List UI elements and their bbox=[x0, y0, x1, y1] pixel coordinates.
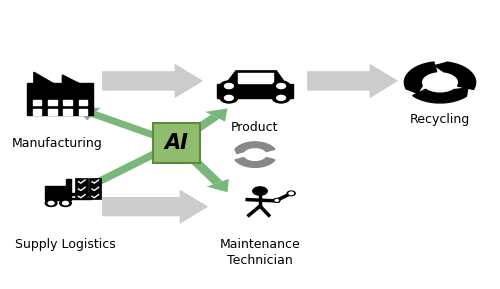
Polygon shape bbox=[176, 130, 199, 143]
Bar bbox=[78, 109, 87, 115]
Bar bbox=[76, 178, 88, 185]
Polygon shape bbox=[235, 158, 275, 167]
Bar bbox=[76, 192, 88, 199]
Circle shape bbox=[48, 201, 54, 205]
Polygon shape bbox=[266, 158, 275, 162]
Circle shape bbox=[60, 200, 72, 206]
Bar bbox=[217, 84, 293, 98]
Bar bbox=[27, 83, 93, 115]
Circle shape bbox=[272, 93, 290, 103]
Polygon shape bbox=[226, 71, 286, 84]
Polygon shape bbox=[175, 143, 197, 156]
Bar bbox=[48, 100, 56, 105]
Text: AI: AI bbox=[164, 133, 188, 153]
Text: Product: Product bbox=[231, 121, 279, 134]
Circle shape bbox=[289, 192, 294, 194]
Polygon shape bbox=[102, 190, 208, 223]
Polygon shape bbox=[182, 151, 222, 184]
Polygon shape bbox=[88, 148, 166, 188]
Bar bbox=[76, 185, 88, 192]
Polygon shape bbox=[34, 72, 55, 85]
Bar bbox=[89, 178, 101, 185]
Circle shape bbox=[287, 191, 295, 196]
Bar bbox=[48, 109, 56, 115]
Bar bbox=[78, 100, 87, 105]
Bar bbox=[64, 100, 72, 105]
Polygon shape bbox=[184, 115, 220, 137]
Polygon shape bbox=[454, 88, 468, 96]
Bar bbox=[66, 198, 91, 199]
Polygon shape bbox=[154, 143, 176, 156]
Circle shape bbox=[272, 81, 290, 91]
Circle shape bbox=[276, 84, 285, 88]
Text: Recycling: Recycling bbox=[410, 113, 470, 126]
Bar bbox=[66, 193, 91, 195]
Polygon shape bbox=[404, 62, 436, 89]
Bar bbox=[238, 73, 256, 83]
Bar bbox=[33, 109, 42, 115]
Polygon shape bbox=[62, 75, 82, 85]
Polygon shape bbox=[78, 179, 100, 192]
Bar bbox=[256, 73, 274, 83]
Circle shape bbox=[224, 84, 234, 88]
Polygon shape bbox=[154, 131, 176, 144]
Circle shape bbox=[220, 93, 238, 103]
Bar bbox=[66, 179, 71, 200]
Bar bbox=[33, 100, 42, 105]
Polygon shape bbox=[412, 89, 467, 103]
Circle shape bbox=[275, 199, 278, 201]
Circle shape bbox=[276, 95, 285, 101]
Circle shape bbox=[62, 201, 68, 205]
Bar bbox=[64, 109, 72, 115]
Polygon shape bbox=[444, 62, 476, 89]
Bar bbox=[89, 185, 101, 192]
Polygon shape bbox=[206, 108, 228, 122]
Polygon shape bbox=[235, 149, 244, 153]
Text: Manufacturing: Manufacturing bbox=[12, 137, 103, 150]
FancyBboxPatch shape bbox=[152, 123, 200, 163]
Polygon shape bbox=[91, 111, 163, 140]
Circle shape bbox=[45, 200, 57, 206]
Polygon shape bbox=[406, 86, 422, 93]
Text: Supply Logistics: Supply Logistics bbox=[14, 238, 116, 251]
Polygon shape bbox=[78, 108, 100, 121]
Text: Maintenance
Technician: Maintenance Technician bbox=[220, 238, 300, 267]
Polygon shape bbox=[235, 142, 275, 152]
Circle shape bbox=[220, 81, 238, 91]
Bar bbox=[89, 192, 101, 199]
Bar bbox=[45, 186, 68, 200]
Polygon shape bbox=[206, 179, 229, 192]
Polygon shape bbox=[434, 62, 448, 72]
Polygon shape bbox=[102, 64, 202, 97]
Circle shape bbox=[224, 95, 234, 101]
Circle shape bbox=[253, 187, 267, 195]
Circle shape bbox=[274, 199, 280, 202]
Polygon shape bbox=[308, 64, 398, 97]
